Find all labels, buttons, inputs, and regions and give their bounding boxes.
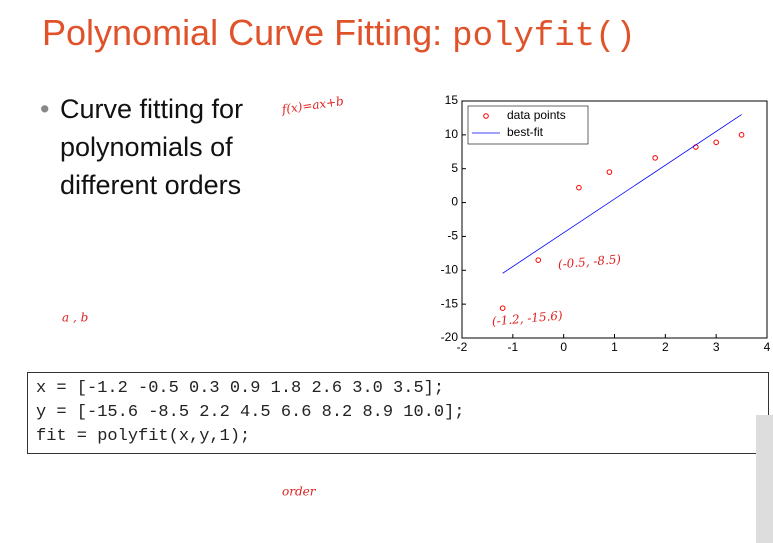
- x-tick-label: -1: [507, 340, 518, 354]
- bullet: • Curve fitting for polynomials of diffe…: [40, 90, 243, 204]
- code-line: x = [-1.2 -0.5 0.3 0.9 1.8 2.6 3.0 3.5];: [36, 379, 445, 398]
- y-tick-label: -15: [441, 296, 459, 310]
- title-text: Polynomial Curve Fitting:: [42, 12, 443, 53]
- thumbnail: [756, 415, 773, 543]
- code-box: x = [-1.2 -0.5 0.3 0.9 1.8 2.6 3.0 3.5];…: [27, 372, 769, 454]
- y-tick-label: 15: [445, 93, 459, 107]
- y-tick-label: 0: [451, 195, 458, 209]
- title-code: polyfit(): [452, 18, 636, 56]
- y-tick-label: -20: [441, 330, 459, 344]
- y-tick-label: 10: [445, 127, 459, 141]
- slide-title: Polynomial Curve Fitting: polyfit(): [42, 12, 636, 56]
- x-tick-label: 0: [560, 340, 567, 354]
- legend-box: [467, 105, 589, 145]
- bullet-line: different orders: [60, 170, 242, 200]
- data-point: [652, 155, 658, 161]
- x-tick-label: 1: [611, 340, 618, 354]
- handwritten-note: (-1.2, -15.6): [491, 308, 563, 328]
- y-tick-label: 5: [451, 161, 458, 175]
- legend-swatch: [483, 113, 489, 119]
- bullet-line: polynomials of: [60, 132, 233, 162]
- data-point: [693, 144, 699, 150]
- data-point: [535, 257, 542, 263]
- data-point: [499, 305, 506, 312]
- data-point: [576, 184, 582, 191]
- data-point: [606, 169, 613, 175]
- handwritten-note: order: [282, 485, 317, 499]
- bullet-line: Curve fitting for: [60, 94, 244, 124]
- legend-label: best-fit: [507, 125, 544, 139]
- legend-label: data points: [507, 108, 566, 122]
- handwritten-note: a , b: [62, 311, 88, 325]
- fit-line: [502, 114, 742, 274]
- x-tick-label: 3: [713, 340, 720, 354]
- x-tick-label: 2: [662, 340, 669, 354]
- y-tick-label: -10: [441, 262, 459, 276]
- code-line: y = [-15.6 -8.5 2.2 4.5 6.6 8.2 8.9 10.0…: [36, 403, 465, 422]
- data-point: [738, 132, 745, 138]
- data-point: [713, 139, 719, 146]
- y-tick-label: -5: [447, 229, 458, 243]
- x-tick-label: 4: [764, 340, 771, 354]
- handwritten-note: f(x)=ax+b: [280, 94, 345, 117]
- bullet-dot: •: [40, 94, 50, 124]
- code-line: fit = polyfit(x,y,1);: [36, 427, 251, 446]
- x-tick-label: -2: [457, 340, 468, 354]
- handwritten-note: (-0.5, -8.5): [557, 252, 622, 271]
